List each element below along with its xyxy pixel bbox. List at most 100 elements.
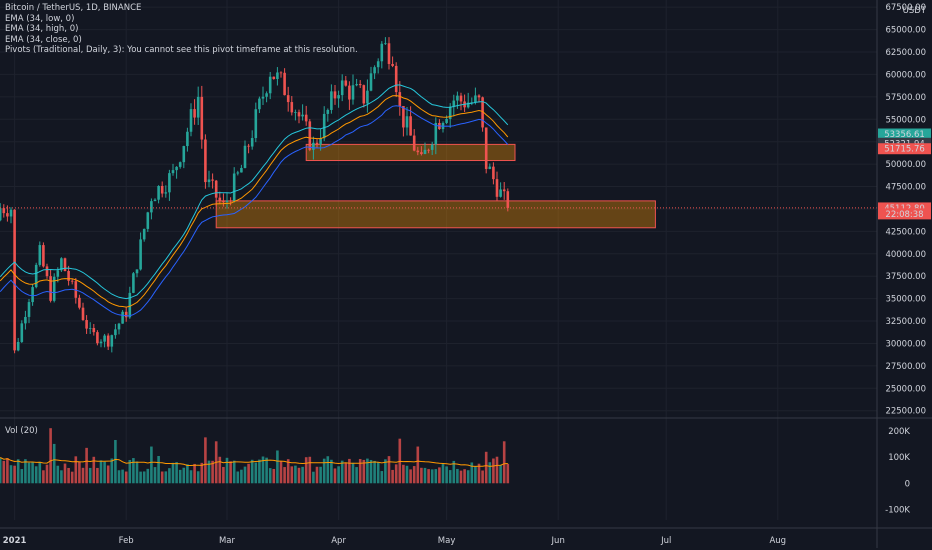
candle-body [16, 341, 20, 351]
candle-body [322, 113, 326, 139]
time-tick-label: Jun [551, 536, 565, 546]
volume-bar [20, 469, 24, 484]
volume-bar [337, 466, 340, 484]
volume-bar [218, 456, 222, 484]
volume-bars [0, 428, 510, 484]
candle-body [362, 85, 366, 104]
time-axis-labels[interactable]: 2021 Feb Mar Apr May Jun Jul Aug [3, 536, 786, 546]
candle-body [193, 109, 196, 118]
volume-bar [484, 451, 488, 484]
volume-bar [319, 466, 322, 484]
volume-bar [121, 469, 124, 484]
candle-body [351, 85, 355, 100]
candle-body [189, 109, 193, 132]
volume-bar [495, 456, 499, 484]
ema-low-legend[interactable]: EMA (34, low, 0) [5, 13, 75, 24]
volume-bar [294, 465, 297, 484]
candle-body [402, 106, 405, 128]
volume-bar [340, 460, 344, 484]
volume-bar [211, 460, 214, 484]
volume-bar [279, 461, 283, 484]
candle-body [243, 145, 247, 168]
price-tick-label: 35000.00 [885, 295, 926, 305]
candle-body [222, 200, 225, 203]
candle-body [13, 209, 16, 351]
price-tag [878, 208, 931, 220]
volume-bar [265, 457, 268, 484]
volume-bar [272, 468, 276, 484]
volume-bar [420, 467, 423, 484]
candle-body [423, 149, 427, 155]
time-tick-label: Jul [660, 536, 671, 546]
volume-bar [106, 465, 110, 484]
candle-body [196, 96, 200, 118]
volume-bar [297, 467, 301, 484]
time-tick-label: Feb [119, 536, 134, 546]
volume-bar [308, 456, 312, 484]
price-zone [215, 200, 656, 229]
candle-body [294, 112, 297, 113]
volume-bar [196, 471, 200, 484]
volume-bar [16, 459, 20, 484]
candle-body [81, 307, 85, 321]
candle-body [398, 92, 402, 107]
pivots-legend[interactable]: Pivots (Traditional, Daily, 3): You cann… [5, 45, 358, 56]
candle-body [268, 76, 272, 94]
candle-body [110, 335, 114, 347]
volume-bar [175, 462, 178, 484]
candle-body [272, 76, 276, 79]
volume-bar [452, 460, 456, 484]
volume-bar [24, 459, 27, 484]
volume-bar [394, 464, 398, 484]
candle-body [459, 95, 463, 102]
candle-body [265, 93, 268, 97]
price-tick-label: 57500.00 [885, 93, 926, 103]
candle-body [182, 146, 186, 163]
candle-body [207, 179, 211, 183]
volume-bar [232, 460, 236, 484]
volume-bar [200, 462, 204, 484]
volume-legend[interactable]: Vol (20) [5, 426, 38, 436]
candle-body [409, 116, 412, 136]
volume-bar [488, 462, 492, 484]
candle-body [63, 258, 67, 272]
candle-body [67, 271, 70, 281]
volume-bar [304, 457, 308, 484]
ema-high-legend[interactable]: EMA (34, high, 0) [5, 24, 79, 35]
volume-tick-label: 0 [905, 479, 910, 489]
candle-body [337, 95, 340, 99]
candle-body [85, 320, 88, 329]
price-tick-label: 27500.00 [885, 362, 926, 372]
volume-bar [135, 461, 139, 484]
candle-body [420, 152, 423, 155]
volume-bar [283, 467, 286, 484]
candle-body [258, 98, 261, 110]
candle-body [160, 185, 164, 194]
volume-bar [409, 469, 412, 484]
indicator-legend: Bitcoin / TetherUS, 1D, BINANCE EMA (34,… [5, 3, 358, 56]
candle-body [394, 65, 398, 93]
candle-body [171, 170, 175, 174]
volume-bar [74, 456, 78, 484]
ema-close-legend[interactable]: EMA (34, close, 0) [5, 34, 82, 45]
candle-body [92, 327, 96, 333]
volume-bar [70, 471, 74, 484]
candle-body [384, 43, 387, 45]
candle-body [52, 276, 56, 301]
candle-body [2, 208, 6, 214]
symbol-title[interactable]: Bitcoin / TetherUS, 1D, BINANCE [5, 3, 142, 13]
volume-bar [459, 470, 463, 484]
volume-bar [178, 469, 182, 484]
candle-body [88, 327, 92, 329]
candle-body [373, 67, 376, 74]
volume-bar [402, 464, 405, 484]
volume-bar [150, 446, 153, 484]
price-tags: 53356.6152321.9451715.7645112.8022:08:38 [878, 128, 931, 220]
volume-bar [384, 459, 387, 484]
volume-bar [63, 463, 67, 484]
volume-tick-label: 100K [888, 453, 910, 463]
candle-body [70, 280, 74, 282]
volume-bar [189, 470, 193, 484]
volume-bar [81, 467, 85, 484]
